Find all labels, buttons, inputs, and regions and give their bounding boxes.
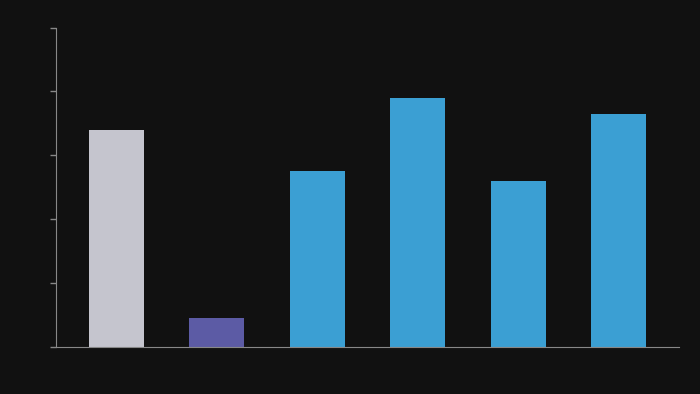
Bar: [89, 130, 144, 347]
Bar: [390, 98, 445, 347]
Bar: [290, 171, 345, 347]
Bar: [591, 114, 646, 347]
Bar: [491, 181, 546, 347]
Bar: [189, 318, 244, 347]
